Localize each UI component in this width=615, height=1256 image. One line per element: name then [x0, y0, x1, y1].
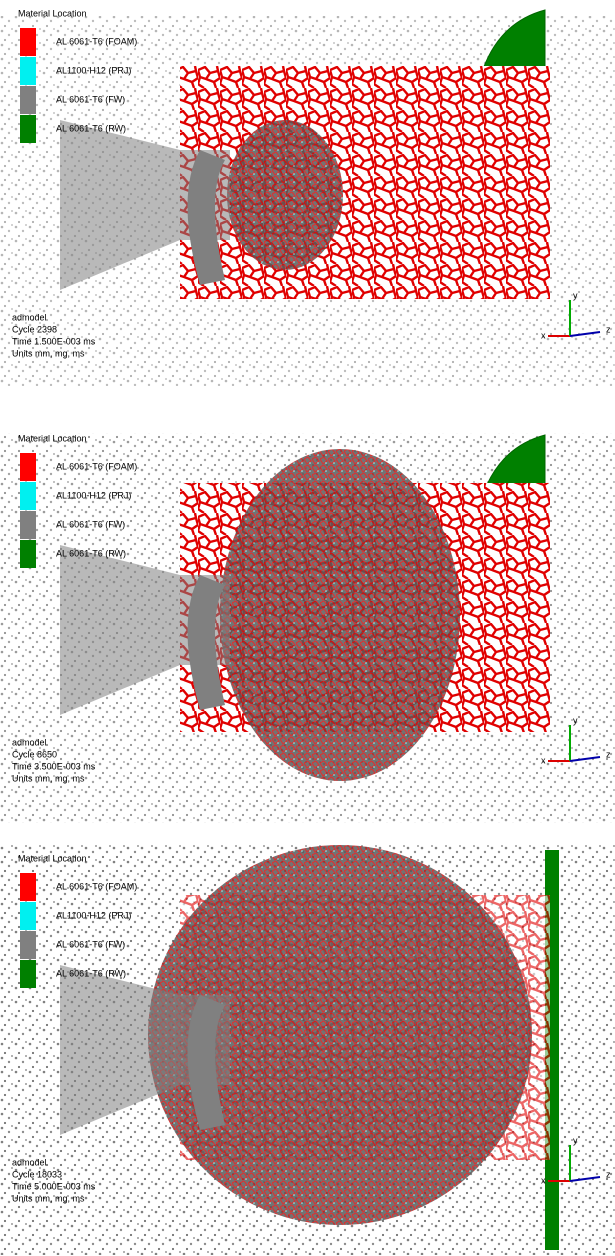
legend-swatch: [20, 902, 36, 930]
panel: Material Location AL 6061-T6 (FOAM) AL1100…: [0, 845, 615, 1255]
legend-title: Material Location: [18, 433, 87, 443]
legend-swatch: [20, 57, 36, 85]
info-text: Cycle 8650: [12, 749, 57, 759]
info-text: Cycle 2398: [12, 324, 57, 334]
legend-swatch: [20, 86, 36, 114]
legend-label: AL 6061-T6 (RW): [56, 968, 126, 978]
info-text: Time 5.000E-003 ms: [12, 1181, 96, 1191]
info-text: Units mm, mg, ms: [12, 773, 85, 783]
axis-label: x: [541, 755, 546, 765]
info-text: Cycle 18033: [12, 1169, 62, 1179]
legend-swatch: [20, 482, 36, 510]
legend-label: AL 6061-T6 (FW): [56, 519, 125, 529]
legend-label: AL 6061-T6 (RW): [56, 548, 126, 558]
axis-label: z: [606, 324, 611, 334]
legend-label: AL 6061-T6 (FOAM): [56, 36, 137, 46]
legend-swatch: [20, 115, 36, 143]
legend-swatch: [20, 873, 36, 901]
axis-label: z: [606, 749, 611, 759]
legend-label: AL1100-H12 (PRJ): [56, 910, 131, 920]
legend-label: AL 6061-T6 (FW): [56, 94, 125, 104]
legend-swatch: [20, 540, 36, 568]
axis-label: x: [541, 330, 546, 340]
axis-label: x: [541, 1175, 546, 1185]
legend-swatch: [20, 28, 36, 56]
info-text: Time 1.500E-003 ms: [12, 336, 96, 346]
info-text: Units mm, mg, ms: [12, 348, 85, 358]
legend-swatch: [20, 511, 36, 539]
legend-label: AL 6061-T6 (RW): [56, 123, 126, 133]
legend-label: AL 6061-T6 (FOAM): [56, 461, 137, 471]
legend-title: Material Location: [18, 853, 87, 863]
axis-label: y: [573, 715, 578, 725]
panel: Material Location AL 6061-T6 (FOAM) AL1100…: [0, 8, 615, 386]
legend-label: AL1100-H12 (PRJ): [56, 490, 131, 500]
axis-label: y: [573, 290, 578, 300]
legend-label: AL 6061-T6 (FOAM): [56, 881, 137, 891]
legend-swatch: [20, 960, 36, 988]
debris-cloud: [220, 449, 460, 781]
axis-label: y: [573, 1135, 578, 1145]
screenshot: Material Location AL 6061-T6 (FOAM) AL1100…: [0, 0, 615, 1256]
legend-label: AL1100-H12 (PRJ): [56, 65, 131, 75]
axis-label: z: [606, 1169, 611, 1179]
legend-title: Material Location: [18, 8, 87, 18]
legend-label: AL 6061-T6 (FW): [56, 939, 125, 949]
info-text: Time 3.500E-003 ms: [12, 761, 96, 771]
legend-swatch: [20, 931, 36, 959]
info-text: admodel: [12, 737, 47, 747]
panel: Material Location AL 6061-T6 (FOAM) AL1100…: [0, 433, 615, 823]
projectile: [227, 120, 343, 270]
legend-swatch: [20, 453, 36, 481]
info-text: Units mm, mg, ms: [12, 1193, 85, 1203]
info-text: admodel: [12, 1157, 47, 1167]
info-text: admodel: [12, 312, 47, 322]
